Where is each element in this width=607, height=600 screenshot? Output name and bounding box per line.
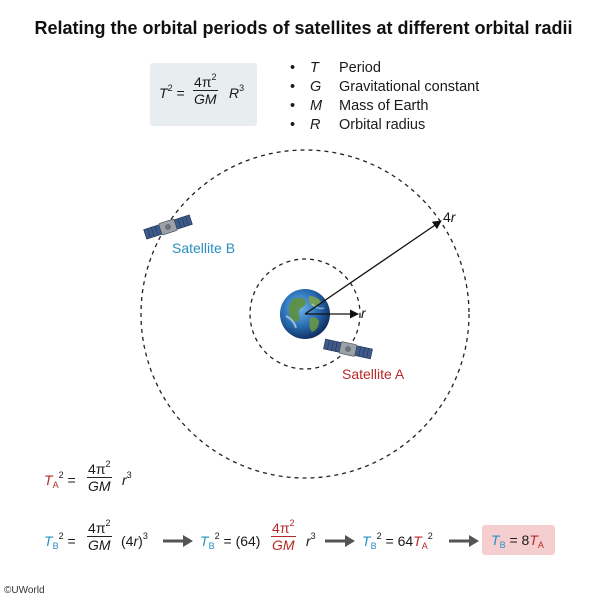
eq-b-num: 4π <box>88 520 106 536</box>
outer-radius-var: r <box>450 209 456 225</box>
eq-a-r-exp: 3 <box>126 470 132 480</box>
eq-b2-r-exp: 3 <box>310 531 316 541</box>
legend-bullet: • <box>290 60 296 76</box>
eq-b2-exp: 2 <box>214 531 220 541</box>
equation-b-step3: TB2 = 64TA2 <box>362 531 433 551</box>
formula-rhs-exp: 3 <box>239 83 245 93</box>
equation-a-rhs: r3 <box>122 470 132 489</box>
eq-b-paren-open: ( <box>121 533 126 549</box>
eq-b-coef: 4 <box>125 533 134 549</box>
equation-b-step2-lhs: TB2 = (64) <box>200 531 261 551</box>
eq-b3-exp: 2 <box>376 531 382 541</box>
formula-fraction: 4π2 GM <box>193 72 218 107</box>
eq-a-exp: 2 <box>58 470 64 480</box>
outer-orbit <box>140 149 470 479</box>
eq-b3-TA-exp: 2 <box>427 531 433 541</box>
legend-symbol: G <box>310 79 322 95</box>
eq-b2-num: 4π <box>272 520 290 536</box>
legend-bullet: • <box>290 117 296 133</box>
eq-b-T: T <box>44 533 53 549</box>
equation-a-lhs: TA2 = <box>44 470 76 490</box>
formula-denominator: GM <box>193 90 218 107</box>
step-arrow-icon <box>449 535 479 547</box>
equation-a-fraction: 4π2 GM <box>87 459 112 494</box>
legend-description: Period <box>339 60 381 76</box>
eq-a-num-exp: 2 <box>105 459 111 469</box>
equation-b-lhs: TB2 = <box>44 531 76 551</box>
eq-b2-equals: = <box>223 533 232 549</box>
eq-b2-den: GM <box>271 536 296 553</box>
satellite-a-label: Satellite A <box>342 366 405 382</box>
eq-b2-T: T <box>200 533 209 549</box>
eq-b3-sub: B <box>370 541 377 551</box>
eq-a-equals: = <box>67 472 76 488</box>
eq-b3-TA-sub: A <box>421 541 428 551</box>
eq-b-equals: = <box>67 533 76 549</box>
formula-numerator-exp: 2 <box>211 72 217 82</box>
eq-b2-r: r <box>306 533 311 549</box>
answer-equals: = <box>509 532 518 548</box>
inner-radius-label: r <box>361 305 366 321</box>
eq-b2-num-exp: 2 <box>289 518 295 528</box>
satellite-b-icon <box>143 214 193 240</box>
eq-b-paren-close: ) <box>138 533 143 549</box>
figure-title: Relating the orbital periods of satellit… <box>34 18 573 38</box>
step-arrow-icon <box>163 535 193 547</box>
legend-symbol: T <box>310 60 319 76</box>
answer-coef: 8 <box>521 532 530 548</box>
eq-b3-equals: = <box>385 533 394 549</box>
formula-lhs: T2 = <box>159 83 185 102</box>
eq-b2-coef: (64) <box>235 533 261 549</box>
formula-numerator: 4π2 <box>193 72 218 91</box>
satellite-b-label: Satellite B <box>172 240 236 256</box>
legend-description: Mass of Earth <box>339 98 429 114</box>
formula-numerator-text: 4π <box>194 74 212 90</box>
eq-b3-TA: T <box>413 533 422 549</box>
formula-rhs-base: R <box>229 85 240 101</box>
legend-symbol: M <box>310 98 323 114</box>
answer-box: TB = 8TA <box>482 525 555 555</box>
eq-b3-T: T <box>362 533 371 549</box>
satellite-a-icon <box>323 338 373 360</box>
eq-a-den: GM <box>87 477 112 494</box>
legend-bullet: • <box>290 98 296 114</box>
formula-equals: = <box>176 85 185 101</box>
equation-b-fraction: 4π2 GM <box>87 518 112 553</box>
step-arrow-icon <box>325 535 355 547</box>
eq-b-sub: B <box>52 541 59 551</box>
outer-radius-label: 4r <box>443 209 455 225</box>
inner-orbit <box>249 258 361 370</box>
equation-b-step2-fraction: 4π2 GM <box>271 518 296 553</box>
outer-radius-coef: 4 <box>443 209 451 225</box>
formula-lhs-base: T <box>159 85 168 101</box>
outer-radius-arrow <box>304 220 442 315</box>
eq-b-paren-exp: 3 <box>142 531 148 541</box>
equation-b-paren: (4r)3 <box>121 531 148 550</box>
equation-b-step2-rhs: r3 <box>306 531 316 550</box>
eq-b3-coef: 64 <box>397 533 414 549</box>
legend-description: Orbital radius <box>339 117 426 133</box>
eq-a-T: T <box>44 472 53 488</box>
eq-b2-sub: B <box>208 541 215 551</box>
legend-bullet: • <box>290 79 296 95</box>
answer-TA-sub: A <box>537 540 544 550</box>
eq-b-exp: 2 <box>58 531 64 541</box>
copyright-notice: ©UWorld <box>4 585 45 596</box>
answer-equation: TB = 8TA <box>491 532 544 550</box>
eq-a-sub: A <box>52 480 59 490</box>
formula-lhs-exp: 2 <box>167 83 173 93</box>
answer-sub: B <box>499 540 506 550</box>
formula-rhs: R3 <box>229 83 245 102</box>
kepler-formula-box: T2 = 4π2 GM R3 <box>150 63 257 126</box>
eq-a-r: r <box>122 472 127 488</box>
eq-b-var: r <box>133 533 139 549</box>
legend-description: Gravitational constant <box>339 79 480 95</box>
legend-symbol: R <box>310 117 321 133</box>
answer-TA: T <box>529 532 538 548</box>
eq-b-den: GM <box>87 536 112 553</box>
answer-T: T <box>491 532 500 548</box>
eq-b-num-exp: 2 <box>105 518 111 528</box>
eq-a-num: 4π <box>88 461 106 477</box>
